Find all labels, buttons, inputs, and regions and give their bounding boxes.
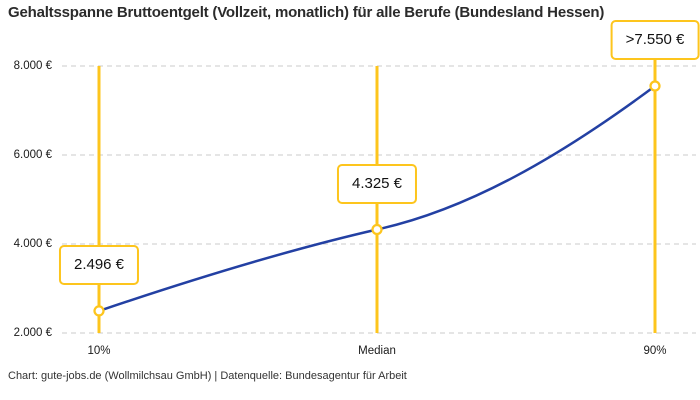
y-axis-tick-label: 6.000 € xyxy=(13,149,52,161)
data-point-marker xyxy=(371,223,383,236)
y-axis-tick-label: 4.000 € xyxy=(13,238,52,250)
x-axis-tick-label: Median xyxy=(358,345,396,357)
x-axis-tick-label: 10% xyxy=(87,345,111,357)
y-axis-tick-label: 8.000 € xyxy=(13,60,52,72)
data-point-marker xyxy=(649,80,661,92)
point-value-label: >7.550 € xyxy=(610,20,700,61)
point-value-label: 2.496 € xyxy=(58,244,140,285)
point-value-label: 4.325 € xyxy=(336,163,418,204)
data-point-marker xyxy=(93,305,105,317)
x-axis-tick-label: 90% xyxy=(643,345,667,357)
y-axis-tick-label: 2.000 € xyxy=(13,327,52,339)
chart-credit: Chart: gute-jobs.de (Wollmilchsau GmbH) … xyxy=(8,370,407,382)
chart-title: Gehaltsspanne Bruttoentgelt (Vollzeit, m… xyxy=(8,4,605,21)
